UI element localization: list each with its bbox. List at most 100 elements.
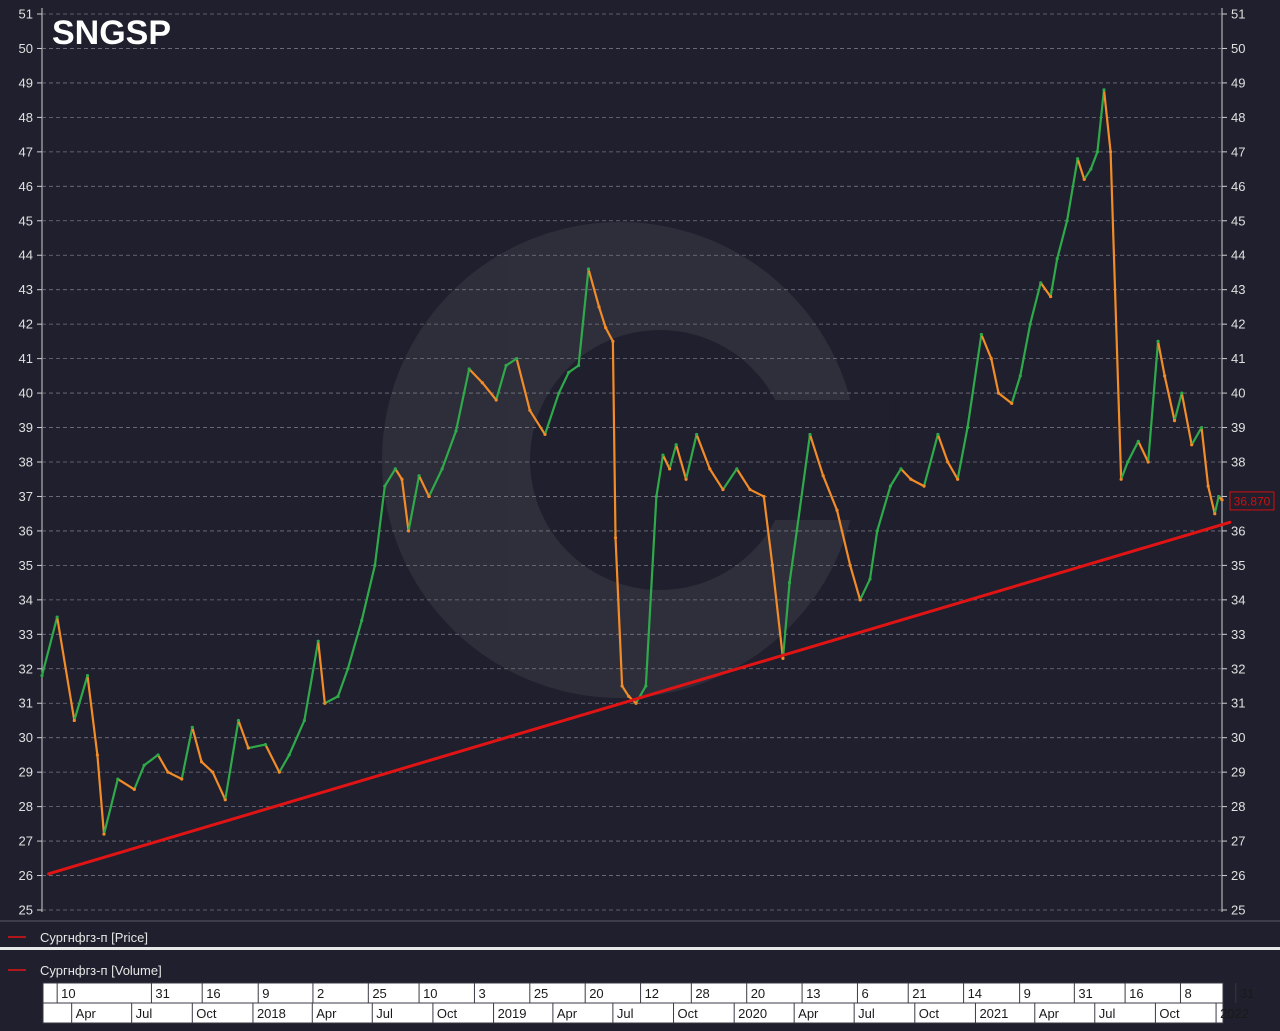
- price-segment: [762, 495, 774, 567]
- price-segment: [587, 267, 601, 309]
- price-point: [597, 305, 601, 309]
- price-segment: [668, 443, 678, 470]
- price-segment: [237, 719, 250, 750]
- price-point: [1126, 460, 1130, 464]
- timeline-month-label: Jul: [1099, 1006, 1116, 1021]
- price-segment: [1029, 281, 1042, 326]
- price-segment: [102, 777, 119, 836]
- price-segment: [1039, 281, 1052, 298]
- price-segment: [400, 478, 410, 533]
- price-point: [1156, 339, 1160, 343]
- price-segment: [394, 467, 404, 481]
- price-segment: [1137, 440, 1150, 464]
- price-segment: [1190, 426, 1203, 446]
- price-segment: [1019, 323, 1032, 377]
- y-tick-label-left: 34: [19, 592, 33, 607]
- timeline-day-label: 10: [61, 986, 75, 1001]
- price-point: [956, 477, 960, 481]
- price-point: [620, 684, 624, 688]
- price-point: [557, 391, 561, 395]
- price-point: [735, 467, 739, 471]
- timeline-month-label: Apr: [76, 1006, 97, 1021]
- price-segment: [1120, 460, 1129, 481]
- price-point: [1028, 322, 1032, 326]
- price-segment: [317, 640, 326, 705]
- price-segment: [1147, 340, 1160, 464]
- price-segment: [611, 340, 617, 539]
- timeline-month-label: Apr: [557, 1006, 578, 1021]
- y-tick-label-left: 30: [19, 730, 33, 745]
- price-segment: [116, 777, 136, 791]
- price-segment: [86, 674, 99, 757]
- price-point: [654, 494, 658, 499]
- y-axis-left: 25 26 27 28 29 30 31 32 33 34 35 36 37 38 39 40 41 42 43 44…: [19, 7, 42, 918]
- price-segment: [1163, 374, 1176, 422]
- support-trendline: [47, 520, 1232, 876]
- price-point: [899, 467, 903, 471]
- y-tick-label-left: 39: [19, 420, 33, 435]
- timeline-month-label: 2020: [738, 1006, 767, 1021]
- y-tick-label-right: 25: [1231, 903, 1245, 918]
- price-segment: [735, 467, 752, 491]
- price-point: [613, 536, 618, 540]
- price-segment: [1010, 374, 1022, 405]
- price-segment: [771, 564, 785, 660]
- price-point: [695, 432, 699, 437]
- price-segment: [1083, 167, 1092, 181]
- price-point: [180, 777, 184, 781]
- price-segment: [1207, 485, 1216, 515]
- price-point: [1199, 425, 1204, 430]
- price-point: [1102, 88, 1106, 92]
- price-segment: [156, 753, 170, 774]
- grid-lines: [41, 8, 1223, 912]
- trendline: [47, 520, 1232, 876]
- price-segment: [247, 743, 267, 750]
- y-tick-label-left: 29: [19, 765, 33, 780]
- timeline-axis[interactable]: 10 31 16 9 2 25 10 3 25 20 12 28 20 13 6 21 14 9 31 16 8 31 A…: [42, 982, 1254, 1024]
- price-segment: [597, 305, 607, 329]
- pane-divider[interactable]: [0, 947, 1280, 950]
- timeline-day-label: 2: [317, 986, 324, 1001]
- y-tick-label-left: 46: [19, 179, 33, 194]
- price-point: [936, 432, 940, 437]
- price-segment: [481, 381, 498, 402]
- price-segment: [1180, 391, 1193, 446]
- price-segment: [557, 371, 570, 395]
- price-point: [604, 326, 608, 330]
- y-tick-label-left: 47: [19, 144, 33, 159]
- price-segment: [876, 485, 892, 533]
- price-segment: [303, 640, 320, 722]
- y-tick-label-left: 42: [19, 317, 33, 332]
- timeline-day-label: 16: [1129, 986, 1143, 1001]
- y-tick-label-right: 46: [1231, 179, 1245, 194]
- price-point: [346, 667, 350, 671]
- y-tick-label-right: 40: [1231, 386, 1245, 401]
- price-segment: [346, 619, 363, 670]
- price-segment: [1156, 340, 1166, 377]
- price-point: [770, 563, 775, 567]
- price-point: [543, 432, 547, 437]
- price-point: [287, 753, 291, 757]
- price-point: [1065, 219, 1069, 223]
- price-point: [1220, 498, 1224, 502]
- y-tick-label-right: 47: [1231, 144, 1245, 159]
- timeline-month-label: Oct: [1159, 1006, 1180, 1021]
- price-point: [400, 477, 404, 481]
- price-point: [223, 798, 227, 802]
- price-segment: [495, 364, 508, 402]
- price-point: [156, 753, 160, 757]
- price-point: [494, 398, 498, 402]
- price-point: [1089, 167, 1093, 171]
- y-tick-label-right: 29: [1231, 765, 1245, 780]
- timeline-month-label: 2019: [498, 1006, 527, 1021]
- price-segment: [1200, 426, 1210, 488]
- price-segment: [441, 429, 458, 470]
- price-segment: [721, 467, 738, 491]
- price-point: [762, 494, 766, 499]
- timeline-day-label: 31: [1078, 986, 1092, 1001]
- price-point: [417, 474, 421, 478]
- timeline-month-label: Jul: [617, 1006, 634, 1021]
- price-point: [55, 615, 59, 619]
- price-segment: [166, 771, 183, 781]
- y-tick-label-right: 32: [1231, 661, 1245, 676]
